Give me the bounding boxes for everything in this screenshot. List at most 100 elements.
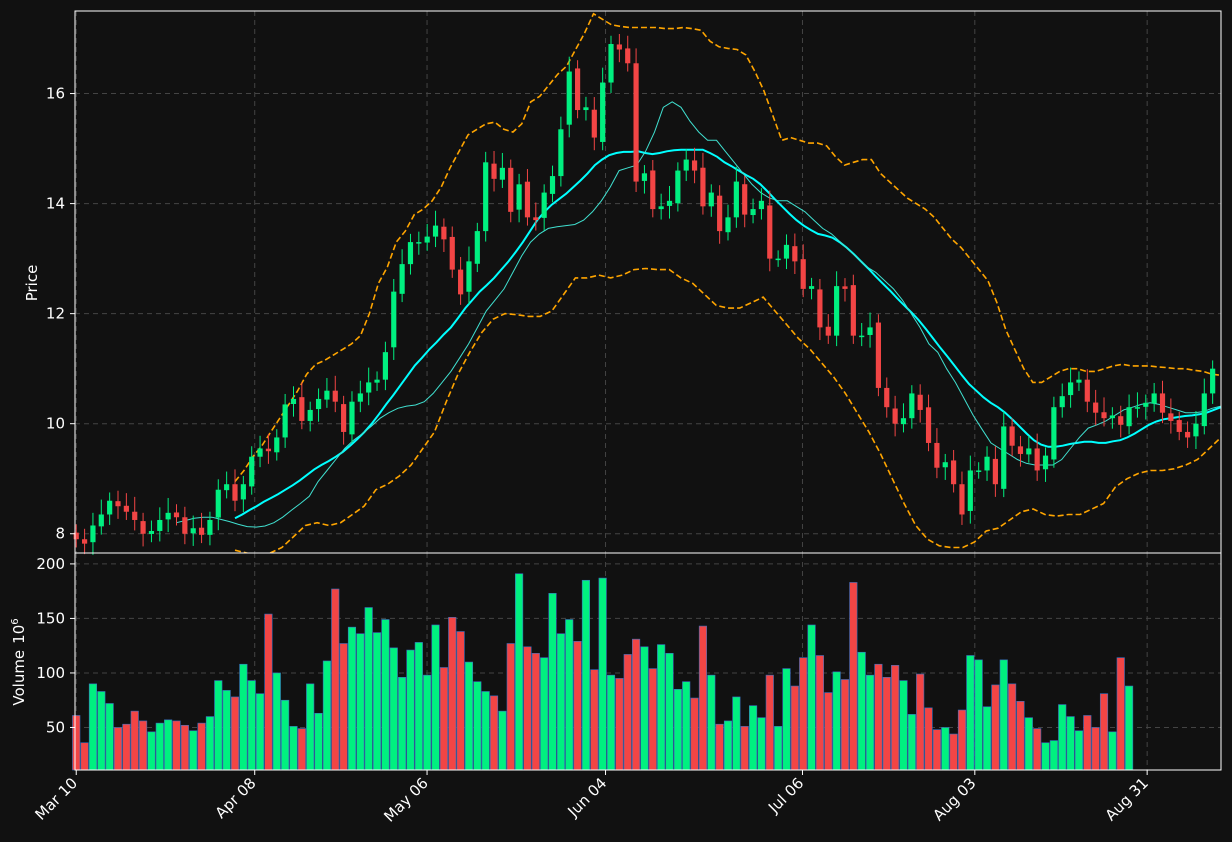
candle-body	[750, 209, 756, 216]
volume-bar	[665, 653, 674, 771]
candle-body	[140, 521, 146, 534]
volume-bar	[264, 613, 273, 771]
volume-bar	[155, 722, 164, 771]
candle-body	[290, 398, 297, 404]
candle-body	[733, 181, 739, 218]
candle-body	[198, 527, 205, 535]
candle-body	[984, 456, 990, 471]
candle-body	[307, 409, 313, 421]
candle-body	[675, 170, 681, 204]
volume-bar	[632, 638, 641, 771]
volume-bar	[648, 668, 657, 771]
candle-body	[232, 484, 238, 501]
volume-axis-exponent-base: 10	[10, 625, 28, 644]
candle-body	[491, 163, 497, 179]
volume-bar	[289, 726, 298, 771]
volume-bar	[657, 644, 666, 771]
volume-bar	[865, 674, 875, 771]
candle-body	[132, 511, 138, 520]
volume-bar	[473, 681, 482, 771]
volume-bar	[857, 651, 866, 771]
candle-body	[641, 173, 648, 181]
volume-bar	[1041, 742, 1050, 771]
candle-body	[591, 109, 597, 138]
candle-body	[90, 525, 96, 543]
volume-bar	[331, 588, 340, 771]
candle-body	[1026, 448, 1032, 455]
candle-body	[691, 160, 698, 171]
volume-bar	[139, 720, 148, 771]
long-moving-average-line	[234, 148, 1221, 520]
candle-body	[81, 539, 88, 544]
price-y-ticks: 8 10 12 14 16	[46, 85, 75, 543]
candle-body	[148, 530, 155, 534]
volume-bar	[281, 699, 290, 771]
upper-band-line	[234, 12, 1221, 483]
candle-body	[850, 285, 856, 336]
candle-body	[407, 242, 414, 265]
candle-body	[332, 390, 338, 402]
candle-body	[775, 258, 781, 261]
volume-bar	[506, 643, 515, 771]
volume-bar	[205, 716, 214, 771]
candle-body	[524, 181, 531, 218]
candle-body	[717, 195, 723, 232]
volume-bar	[882, 677, 891, 771]
volume-bar	[214, 680, 223, 771]
volume-bar	[573, 641, 582, 771]
volume-bar	[364, 607, 373, 771]
volume-bar	[1024, 717, 1033, 771]
volume-bar	[456, 631, 465, 771]
volume-y-ticks: 50 100 150 200	[36, 555, 75, 736]
candle-body	[1109, 415, 1115, 419]
volume-bar	[189, 730, 198, 771]
lower-band-path	[234, 267, 1221, 553]
candle-body	[758, 200, 765, 210]
candle-body	[157, 519, 163, 531]
candles	[73, 34, 1216, 555]
volume-bar	[347, 626, 357, 771]
candle-body	[859, 335, 865, 338]
price-gridlines	[75, 11, 1221, 553]
volume-bar	[489, 695, 499, 771]
candle-body	[466, 261, 472, 292]
volume-bar	[999, 659, 1008, 771]
candle-body	[1210, 368, 1216, 394]
price-tick-label: 8	[55, 525, 65, 543]
candle-body	[783, 244, 790, 259]
candle-body	[416, 242, 422, 244]
candle-body	[742, 184, 748, 215]
volume-bar	[314, 712, 323, 771]
candle-body	[658, 206, 664, 210]
candle-body	[633, 63, 639, 182]
volume-bar	[891, 665, 900, 771]
volume-bar	[790, 685, 799, 771]
long-ma-path	[234, 148, 1221, 520]
candle-body	[767, 205, 773, 259]
candle-body	[215, 489, 221, 518]
volume-bar	[105, 703, 114, 771]
volume-bar	[991, 684, 1000, 771]
volume-bar	[590, 669, 599, 771]
candle-body	[190, 528, 196, 534]
candle-body	[1017, 446, 1024, 454]
volume-bar	[306, 683, 315, 771]
price-axis-label: Price	[23, 265, 41, 302]
volume-axis-exponent: 6	[10, 618, 21, 624]
candle-body	[349, 401, 355, 435]
volume-bar	[531, 653, 540, 771]
volume-bar	[147, 731, 156, 771]
candle-body	[1009, 426, 1015, 446]
volume-bar	[1049, 740, 1058, 771]
candle-body	[424, 236, 430, 243]
candle-body	[274, 437, 280, 453]
volume-bar	[707, 674, 716, 771]
volume-bar	[941, 727, 950, 771]
candle-body	[1001, 426, 1007, 489]
candle-body	[315, 398, 322, 410]
candle-body	[98, 514, 104, 527]
volume-axis-label-text: Volume	[10, 650, 28, 706]
candle-body	[825, 326, 831, 336]
volume-bar	[723, 720, 733, 771]
candle-body	[173, 512, 180, 518]
